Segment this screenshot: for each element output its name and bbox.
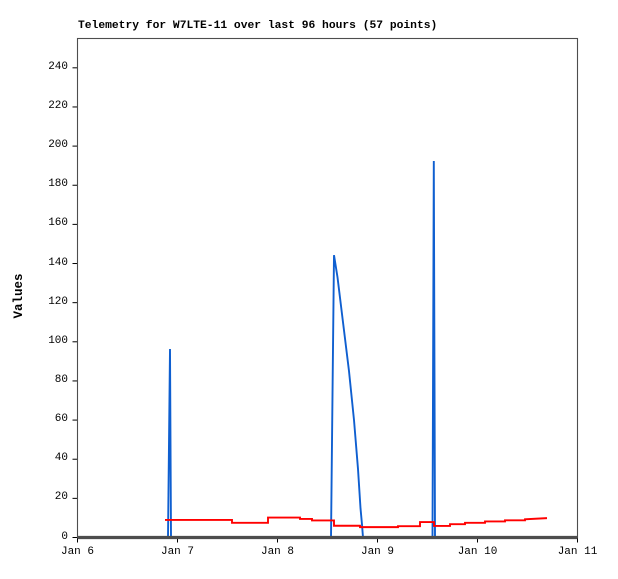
svg-text:Values: Values <box>12 273 26 318</box>
